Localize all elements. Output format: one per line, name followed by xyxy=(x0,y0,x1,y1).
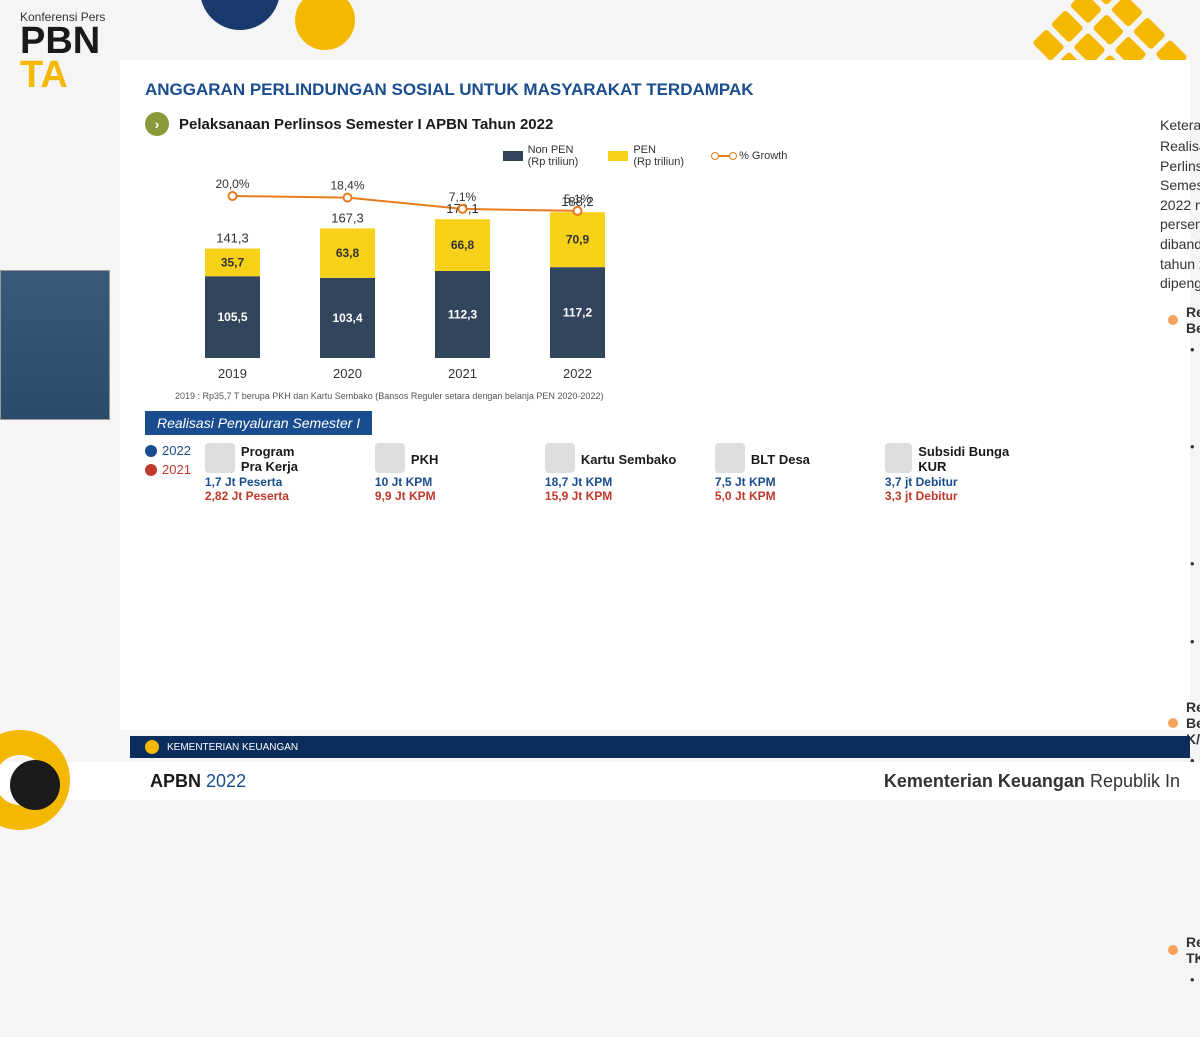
svg-text:20,0%: 20,0% xyxy=(215,177,249,191)
svg-text:66,8: 66,8 xyxy=(451,238,475,252)
program-item: Kartu Sembako18,7 Jt KPM15,9 Jt KPM xyxy=(545,443,690,503)
svg-text:2021: 2021 xyxy=(448,366,477,381)
program-item: PKH10 Jt KPM9,9 Jt KPM xyxy=(375,443,520,503)
chart-title: Pelaksanaan Perlinsos Semester I APBN Ta… xyxy=(179,116,553,133)
svg-text:5,1%: 5,1% xyxy=(564,192,592,206)
stacked-bar-chart: 105,5 35,7 141,3 2019 20,0% 103,4 63,8 167,3 202… xyxy=(165,173,645,383)
slide-title: ANGGARAN PERLINDUNGAN SOSIAL UNTUK MASYA… xyxy=(145,80,1190,100)
program-icon xyxy=(545,443,575,473)
program-item: ProgramPra Kerja1,7 Jt Peserta2,82 Jt Pe… xyxy=(205,443,350,503)
svg-text:7,1%: 7,1% xyxy=(449,190,477,204)
svg-text:105,5: 105,5 xyxy=(217,310,247,324)
svg-text:103,4: 103,4 xyxy=(332,311,362,325)
svg-text:167,3: 167,3 xyxy=(331,210,364,225)
svg-text:70,9: 70,9 xyxy=(566,233,590,247)
svg-text:18,4%: 18,4% xyxy=(330,179,364,193)
presentation-slide: ANGGARAN PERLINDUNGAN SOSIAL UNTUK MASYA… xyxy=(120,60,1190,730)
program-item: BLT Desa7,5 Jt KPM5,0 Jt KPM xyxy=(715,443,860,503)
program-icon xyxy=(205,443,235,473)
realisasi-header: Realisasi Penyaluran Semester I xyxy=(145,411,372,435)
keterangan-section: Realisasi Belanja K/L:Peningkatan realis… xyxy=(1168,304,1200,691)
program-icon xyxy=(885,443,912,473)
header-block: Konferensi Pers PBN TA xyxy=(20,10,105,92)
header-logo-text: PBN TA xyxy=(20,24,105,92)
keterangan-section: Realisasi Belanja Non K/L:Peningkatan re… xyxy=(1168,699,1200,927)
chart-footnote: 2019 : Rp35,7 T berupa PKH dan Kartu Sem… xyxy=(175,391,1145,401)
deco-yellow-circle xyxy=(295,0,355,50)
footer-bottom-bar: APBN 2022 Kementerian Keuangan Republik … xyxy=(0,762,1200,800)
program-icon xyxy=(375,443,405,473)
ministry-logo-icon xyxy=(145,740,159,754)
presenter-video-thumbnail xyxy=(0,270,110,420)
svg-text:2019: 2019 xyxy=(218,366,247,381)
chart-legend: Non PEN(Rp triliun) PEN(Rp triliun) % Gr… xyxy=(145,144,1145,168)
svg-text:141,3: 141,3 xyxy=(216,231,249,246)
programs-row: 2022 2021 ProgramPra Kerja1,7 Jt Peserta… xyxy=(145,443,1145,503)
arrow-icon: › xyxy=(145,112,169,136)
deco-bottom-dark-circle xyxy=(10,760,60,810)
deco-navy-semicircle xyxy=(200,0,280,30)
program-icon xyxy=(715,443,745,473)
keterangan-title: Keterangan: xyxy=(1160,117,1200,133)
program-item: Subsidi Bunga KUR3,7 jt Debitur3,3 jt De… xyxy=(885,443,1030,503)
svg-text:112,3: 112,3 xyxy=(448,307,478,321)
svg-text:2020: 2020 xyxy=(333,366,362,381)
keterangan-body: Realisasi Perlinsos Semester I tahun 202… xyxy=(1160,137,1200,294)
footer-ministry-bar: KEMENTERIAN KEUANGAN xyxy=(130,736,1190,758)
svg-text:117,2: 117,2 xyxy=(563,306,593,320)
keterangan-panel: Keterangan: Realisasi Perlinsos Semester… xyxy=(1160,112,1200,1037)
svg-text:35,7: 35,7 xyxy=(221,255,245,269)
svg-text:63,8: 63,8 xyxy=(336,246,360,260)
svg-text:2022: 2022 xyxy=(563,366,592,381)
keterangan-section: Realisasi TKDD :Peningkatan penyaluran B… xyxy=(1168,934,1200,1029)
